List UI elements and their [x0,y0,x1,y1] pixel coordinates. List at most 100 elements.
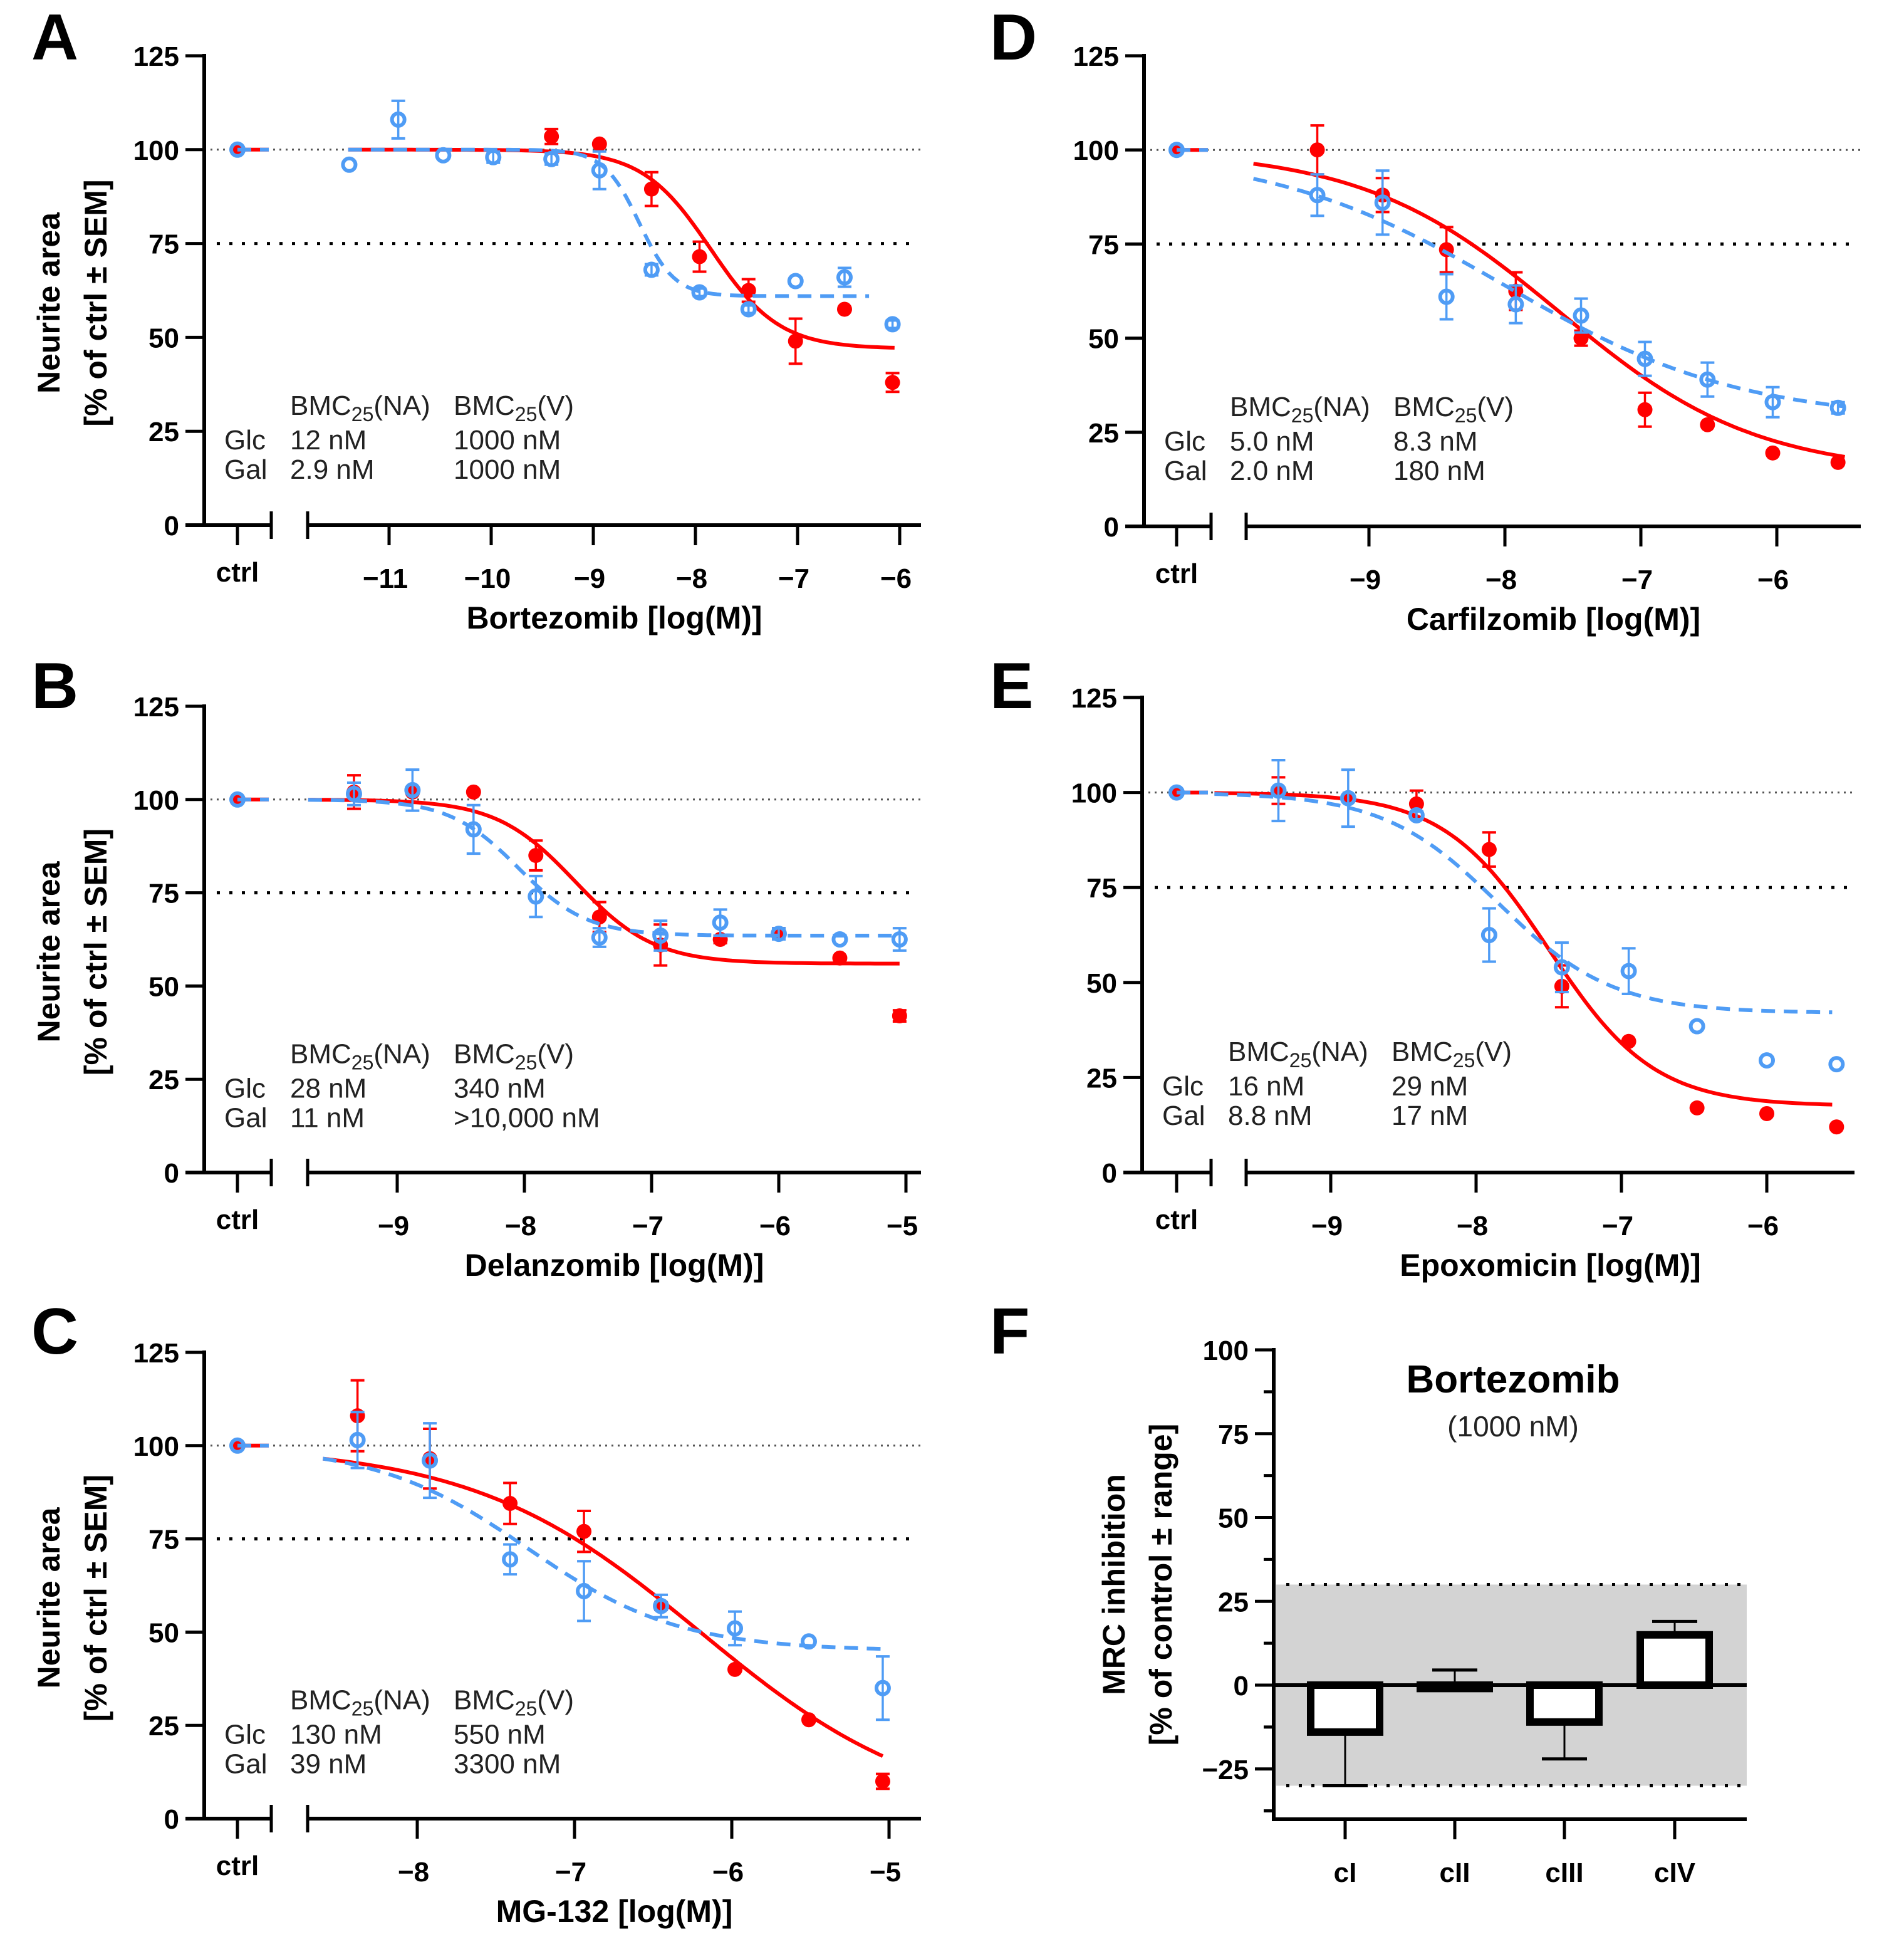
annot-value-v: 180 nM [1393,456,1485,486]
data-point [390,111,407,128]
panel-letter: F [990,1295,1030,1368]
annot-value-v: >10,000 nM [454,1102,600,1133]
bar-ci [1307,1681,1383,1736]
bmc-header-part: BMC [1228,1037,1289,1067]
bmc-header-na: BMC25(NA) [1228,1037,1368,1072]
annot-value-na: 2.9 nM [290,454,375,485]
fit-curve-glc [323,1456,884,1758]
bmc-header-part: 25 [351,1051,374,1074]
data-point [875,1774,890,1789]
y-tick-label: 25 [148,417,179,447]
bmc-header-na: BMC25(NA) [290,390,430,426]
bmc-header-part: 25 [515,1051,538,1074]
panel-letter: A [31,1,78,74]
bmc-header-part: 25 [1455,404,1477,427]
data-point [1829,1119,1844,1135]
data-point [801,1712,816,1728]
y-tick-label: 50 [148,971,179,1002]
data-point [652,927,669,944]
y-tick-label: 0 [1234,1671,1249,1701]
x-tick-label: cIII [1545,1857,1583,1888]
x-tick-label-ctrl: ctrl [1155,558,1198,589]
data-point [591,162,608,179]
x-tick-label: −8 [1485,565,1517,595]
data-point [1573,307,1589,324]
data-point [341,156,358,173]
panel-c: C 0 25 50 75 100 125 ctrl −8 −7 −6 −5 MG-132 [log(M)… [31,1295,921,1929]
ctrl-point [229,791,246,808]
data-point [787,273,804,290]
annot-value-v: 8.3 nM [1393,426,1478,457]
annot-value-v: 29 nM [1392,1071,1468,1102]
data-point [1759,1106,1774,1122]
data-point [741,283,756,298]
y-tick-label: 125 [1071,683,1117,714]
data-point [727,1661,743,1677]
annot-value-v: 550 nM [454,1719,546,1750]
y-tick-label: 75 [148,1525,179,1555]
y-tick-label: 25 [148,1065,179,1095]
bmc-header-part: (V) [537,1038,574,1069]
data-point [1553,959,1570,976]
panel-d: D 0 25 50 75 100 125 ctrl −9 −8 −7 −6 Carfilzomib [l… [990,1,1861,637]
annot-row-label: Glc [1162,1071,1204,1102]
x-tick-label: −10 [464,563,511,594]
data-point [1507,296,1524,313]
bmc-header-na: BMC25(NA) [1230,392,1370,427]
data-point [740,301,757,318]
fit-curve-gal [322,1456,883,1651]
annot-row-label: Gal [1162,1100,1205,1131]
data-point [1438,288,1455,305]
y-tick-label: 50 [1086,968,1117,999]
bmc-header-part: (NA) [373,1685,430,1715]
annot-row-label: Glc [224,1073,266,1104]
x-tick-label-ctrl: ctrl [216,557,259,588]
y-tick-label: 25 [148,1711,179,1742]
bmc-header-part: (V) [1477,392,1514,422]
data-point [349,1431,366,1448]
data-point [1830,454,1846,470]
panel-letter: B [31,650,78,723]
y-axis-title-line2: [% of ctrl ± SEM] [78,179,113,426]
x-tick-label: −8 [398,1857,429,1888]
annot-value-na: 2.0 nM [1230,456,1314,486]
annot-value-na: 11 nM [290,1102,365,1133]
x-tick-label: −6 [759,1211,791,1241]
y-tick-label: 100 [133,1431,179,1462]
y-axis-title-line2: [% of ctrl ± SEM] [78,828,113,1075]
bmc-header-part: BMC [290,1038,351,1069]
x-tick-label: −6 [712,1857,744,1888]
data-point [465,821,482,838]
data-point [543,150,560,167]
data-point [591,136,607,152]
x-tick-label: −9 [1311,1211,1343,1241]
bmc-header-part: 25 [351,403,374,426]
x-tick-label: −9 [574,563,605,594]
y-tick-label: 75 [1218,1419,1249,1450]
data-point [1765,445,1781,461]
panel-f: F −25 0 25 50 75 100 Bortezomib (1000 nM) MRC inh… [990,1295,1747,1888]
data-point [643,181,659,197]
data-point [653,1597,670,1614]
data-point [1636,350,1653,367]
data-point [1637,402,1653,417]
bmc-header-part: 25 [515,403,538,426]
annot-value-na: 16 nM [1228,1071,1304,1102]
x-tick-label: −11 [363,563,408,594]
y-tick-label: 75 [1088,229,1119,260]
bmc-header-part: (V) [1475,1037,1512,1067]
x-tick-label: −7 [1602,1211,1633,1241]
y-tick-label: 25 [1088,418,1119,449]
bmc-header-part: BMC [290,1685,351,1715]
data-point [502,1551,519,1568]
y-tick-label: 0 [164,1804,179,1835]
y-tick-label: 100 [1073,135,1119,166]
data-point [727,1620,744,1637]
annot-value-na: 28 nM [290,1073,367,1104]
y-tick-label: 50 [1088,324,1119,355]
bmc-header-part: 25 [1453,1049,1475,1072]
data-point [643,261,660,278]
x-tick-label: cIV [1654,1857,1696,1888]
fit-curve-glc [348,147,895,350]
annot-row-label: Gal [224,1102,267,1133]
